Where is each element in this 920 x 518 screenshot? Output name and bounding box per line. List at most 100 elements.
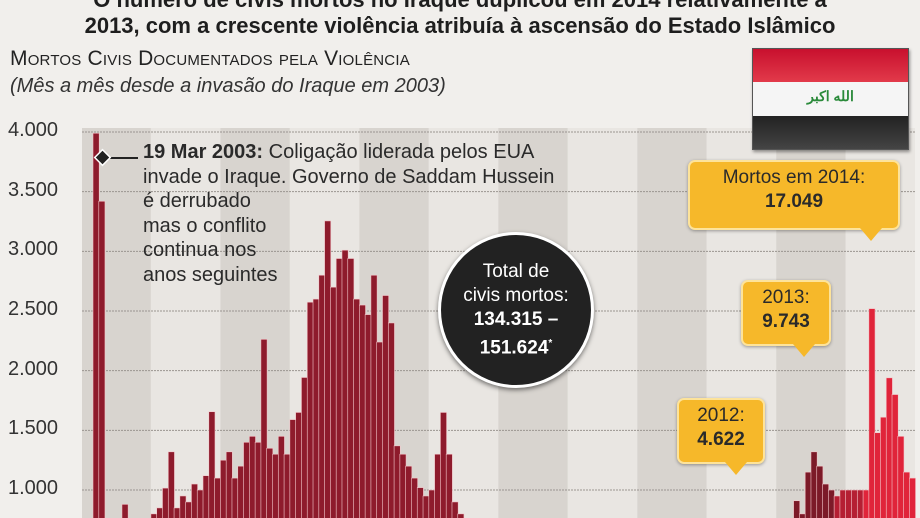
bar [283,453,291,518]
y-tick-label: 1.500 [8,417,59,440]
bar [440,412,447,518]
callout-2012-label: 2012: [697,405,745,426]
bar [370,274,378,518]
bar [191,483,198,518]
bar [909,477,916,518]
chart-title: Mortos Civis Documentados pela Violência [10,47,410,70]
bar [828,489,835,518]
bar [254,441,262,518]
bar [301,377,308,518]
bar [862,489,870,518]
bar [185,501,193,518]
annotation-marker [93,148,138,167]
bar [364,314,372,518]
bar [428,489,436,518]
callout-pointer-icon [860,228,882,241]
total-label-2: civis mortos: [463,284,569,306]
y-tick-label: 4.000 [8,119,59,142]
bar [434,453,442,518]
bar [335,258,343,518]
bars [92,132,916,518]
bar [411,477,418,518]
callout-2012-value: 4.622 [697,429,745,450]
bar [822,483,830,518]
y-tick-label: 3.500 [8,178,59,201]
bar [856,489,864,518]
bar [214,477,222,518]
bar [260,338,268,518]
chart-subtitle: (Mês a mês desde a invasão do Iraque em … [10,75,446,97]
bar [312,298,320,518]
bar [804,471,812,518]
total-label-1: Total de [482,260,550,282]
bar [277,436,285,518]
callout-2014: Mortos em 2014: 17.049 [688,160,900,241]
bar [799,513,806,518]
bar [868,308,876,518]
diamond-marker-icon [93,148,112,167]
bar [793,500,801,518]
y-tick-label: 1.000 [8,477,59,499]
annotation-line: Coligação liderada pelos EUA [268,141,535,163]
bar [330,286,337,518]
y-tick-label: 3.000 [8,238,59,261]
total-range-high: 151.624 [479,337,549,359]
bar [416,487,424,518]
bar [231,477,239,518]
bar [405,465,413,518]
bar [295,412,303,518]
bar [208,411,216,518]
annotation-line: invade o Iraque. Governo de Saddam Husse… [143,165,555,188]
bar [196,489,204,518]
bar [173,507,181,518]
annotation-line: anos seguintes [143,263,278,286]
bar [885,377,893,518]
bar [422,495,430,518]
bar [237,465,245,518]
bar [376,341,384,518]
bar [167,451,175,518]
bar [220,459,227,518]
bar [306,301,314,518]
bar [399,453,407,518]
bar [225,451,233,518]
bar [903,471,911,518]
year-stripe [82,128,151,518]
bar [897,436,905,518]
bar [243,441,251,518]
annotation-line: continua nos [143,239,257,261]
bar [150,513,158,518]
bar [387,322,395,518]
callout-2013: 2013: 9.743 [741,280,831,357]
bar [249,436,256,518]
bar [839,489,847,518]
bar [891,394,899,518]
bar [92,132,100,518]
bar [289,419,297,518]
annotation-line: mas o conflito [143,214,267,237]
bar [272,453,279,518]
bar [156,507,164,518]
headline-line-1: O número de civis mortos no Iraque dupli… [0,0,920,13]
bar [359,304,366,518]
bar [445,453,453,518]
bar [874,432,882,518]
y-tick-label: 2.500 [8,298,59,320]
callout-2014-label: Mortos em 2014: [722,167,866,188]
total-range-low: 134.315 – [473,308,559,330]
bar [202,475,210,518]
callout-2013-value: 9.743 [762,311,810,332]
bar [318,274,326,518]
headline-line-2: 2013, com a crescente violência atribuía… [84,13,836,38]
bar [98,200,106,518]
bar [179,495,187,518]
bar [810,451,818,518]
bar [851,489,858,518]
bar [353,298,361,518]
bar [880,416,887,518]
annotation-date: 19 Mar 2003: [143,141,264,163]
iraq-flag-icon: الله اكبر [752,48,909,150]
callout-pointer-icon [793,344,815,357]
bar [816,465,824,518]
y-tick-label: 2.000 [8,357,59,380]
